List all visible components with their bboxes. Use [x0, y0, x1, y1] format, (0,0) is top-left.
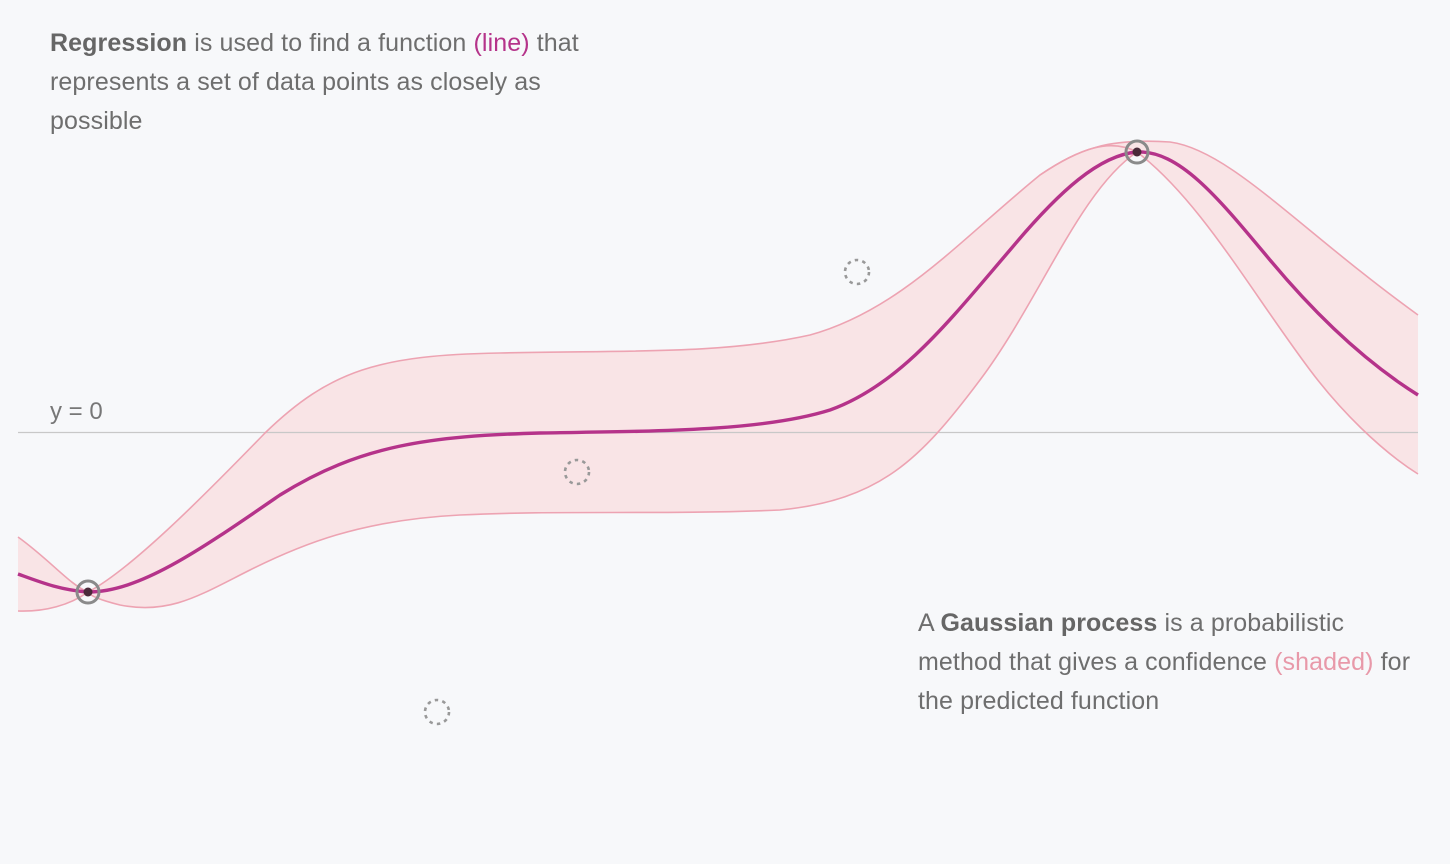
regression-caption-text-2: that represents a set of data points as …: [50, 29, 579, 135]
regression-caption-text-1: is used to find a function: [187, 29, 474, 57]
gaussian-caption-text-1: is a probabilistic method that gives a c…: [918, 609, 1345, 676]
gaussian-process-caption: A Gaussian process is a probabilistic me…: [918, 604, 1418, 721]
gaussian-caption-prefix: A: [918, 609, 941, 637]
line-highlight: (line): [473, 29, 530, 57]
regression-mean-line: [17, 150, 1419, 594]
gaussian-process-term: Gaussian process: [940, 609, 1158, 637]
confidence-band: [18, 141, 1418, 612]
regression-term: Regression: [50, 29, 188, 57]
zero-line-label: y = 0: [50, 398, 103, 425]
confidence-band-upper-edge: [17, 140, 1419, 593]
confidence-band-lower-edge: [17, 151, 1419, 612]
candidate-point-upper: [843, 258, 871, 286]
regression-caption: Regression is used to find a function (l…: [50, 24, 630, 141]
candidate-point-middle: [563, 458, 591, 486]
gaussian-caption-text-2: for the predicted function: [918, 648, 1411, 715]
candidate-point-lower: [423, 698, 451, 726]
observed-point-right: [1124, 139, 1150, 165]
observed-point-left: [75, 579, 101, 605]
confidence-band-peak-edge: [1039, 144, 1138, 176]
shaded-highlight: (shaded): [1274, 648, 1374, 676]
